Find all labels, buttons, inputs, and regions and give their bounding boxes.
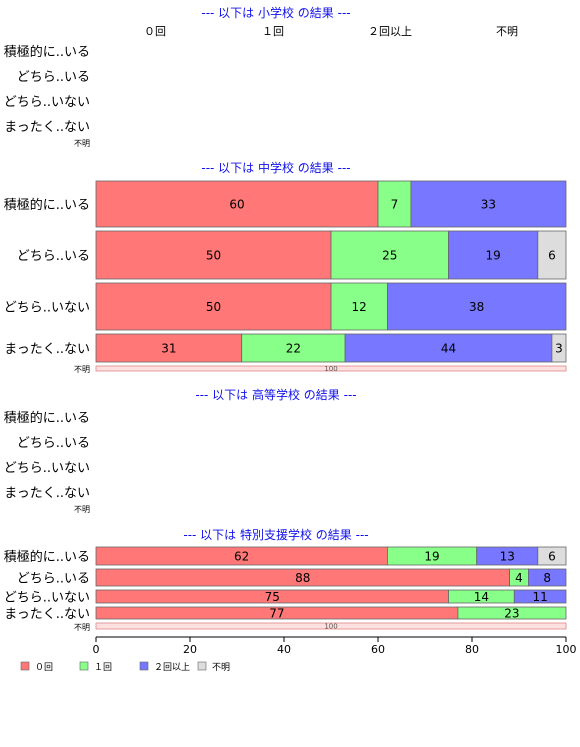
category-label: どちら..いない: [4, 301, 90, 316]
bar-segment: [95, 365, 567, 372]
data-label: 3: [555, 342, 563, 356]
category-label: どちら..いる: [17, 572, 90, 587]
data-label: 100: [324, 623, 337, 631]
x-tick-label: 60: [371, 643, 385, 656]
data-label: 22: [286, 342, 301, 356]
category-label: 不明: [74, 505, 90, 514]
section-title: --- 以下は 高等学校 の結果 ---: [195, 387, 356, 402]
data-label: 6: [548, 249, 556, 263]
category-label: 積極的に..いる: [4, 410, 90, 426]
column-header: ０回: [144, 25, 166, 38]
bar-segment: [95, 622, 567, 630]
category-label: 積極的に..いる: [4, 197, 90, 213]
category-label: 積極的に..いる: [4, 549, 90, 565]
data-label: 50: [206, 249, 221, 263]
category-label: 不明: [74, 365, 90, 374]
category-label: まったく..ない: [4, 607, 90, 622]
bar-segment: [344, 333, 553, 363]
legend-swatch: [20, 661, 30, 671]
legend-label: ０回: [35, 662, 53, 673]
bar-segment: [537, 546, 567, 566]
data-label: 4: [515, 571, 523, 585]
data-label: 77: [269, 607, 284, 621]
data-label: 19: [424, 550, 439, 564]
category-label: まったく..ない: [4, 342, 90, 357]
x-tick-label: 40: [277, 643, 291, 656]
column-header: １回: [262, 25, 284, 38]
data-label: 6: [548, 550, 556, 564]
category-label: 不明: [74, 623, 90, 632]
x-tick-label: 100: [556, 643, 577, 656]
bar-segment: [95, 180, 379, 228]
data-label: 38: [469, 300, 484, 314]
category-label: どちら..いない: [4, 591, 90, 606]
bar-segment: [457, 606, 567, 620]
data-label: 25: [382, 249, 397, 263]
legend-swatch: [139, 661, 149, 671]
data-label: 19: [486, 249, 501, 263]
data-label: 62: [234, 550, 249, 564]
section-title: --- 以下は 小学校 の結果 ---: [201, 5, 350, 20]
bar-segment: [537, 230, 567, 280]
bar-segment: [513, 589, 567, 604]
bar-segment: [241, 333, 346, 363]
bar-segment: [386, 282, 567, 331]
data-label: 14: [474, 590, 489, 604]
bar-segment: [410, 180, 567, 228]
data-label: 88: [295, 571, 310, 585]
category-label: どちら..いない: [4, 95, 90, 110]
bar-segment: [95, 282, 332, 331]
category-label: まったく..ない: [4, 486, 90, 501]
data-label: 8: [543, 571, 551, 585]
column-header: 不明: [496, 25, 518, 38]
bar-segment: [330, 282, 388, 331]
bar-segment: [330, 230, 449, 280]
bar-segment: [528, 568, 567, 587]
data-label: 75: [265, 590, 280, 604]
x-tick-label: 0: [93, 643, 100, 656]
section-title: --- 以下は 中学校 の結果 ---: [201, 160, 350, 175]
category-label: 不明: [74, 139, 90, 148]
data-label: 23: [504, 607, 519, 621]
bar-segment: [377, 180, 412, 228]
bar-segment: [95, 230, 332, 280]
category-label: まったく..ない: [4, 120, 90, 135]
category-label: どちら..いない: [4, 461, 90, 476]
legend-label: ２回以上: [154, 662, 190, 673]
legend-swatch: [197, 661, 207, 671]
data-label: 50: [206, 300, 221, 314]
data-label: 60: [229, 198, 244, 212]
section-title: --- 以下は 特別支援学校 の結果 ---: [183, 527, 368, 542]
bar-segment: [551, 333, 567, 363]
data-label: 11: [533, 590, 548, 604]
data-label: 100: [324, 365, 337, 373]
data-label: 13: [500, 550, 515, 564]
column-header: ２回以上: [368, 25, 412, 38]
data-label: 7: [391, 198, 399, 212]
x-tick-label: 80: [465, 643, 479, 656]
data-label: 31: [161, 342, 176, 356]
bar-segment: [448, 230, 539, 280]
legend-swatch: [79, 661, 89, 671]
legend-label: 不明: [212, 662, 230, 673]
category-label: どちら..いる: [17, 436, 90, 451]
data-label: 33: [481, 198, 496, 212]
category-label: どちら..いる: [17, 70, 90, 85]
category-label: 積極的に..いる: [4, 44, 90, 60]
category-label: どちら..いる: [17, 249, 90, 264]
legend-label: １回: [94, 662, 112, 673]
data-label: 12: [352, 300, 367, 314]
x-tick-label: 20: [183, 643, 197, 656]
data-label: 44: [441, 342, 456, 356]
